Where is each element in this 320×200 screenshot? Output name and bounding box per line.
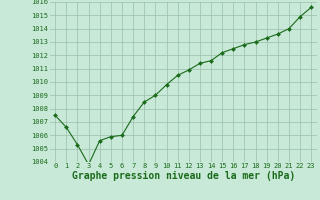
- X-axis label: Graphe pression niveau de la mer (hPa): Graphe pression niveau de la mer (hPa): [72, 171, 295, 181]
